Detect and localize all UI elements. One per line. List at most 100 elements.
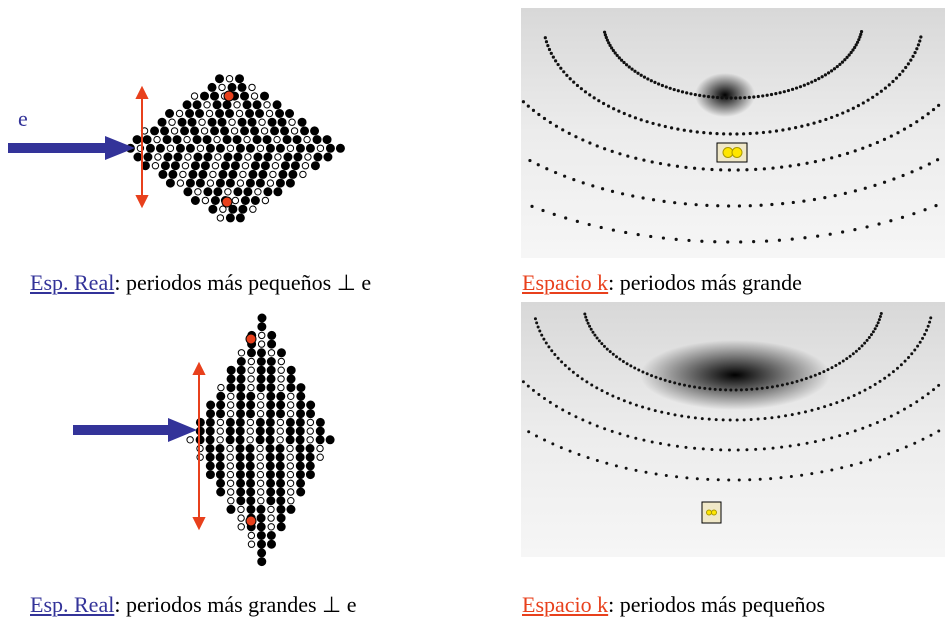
atom — [267, 358, 275, 366]
spot — [919, 35, 922, 38]
atom — [216, 179, 224, 187]
spot — [830, 468, 833, 471]
spot — [541, 209, 544, 212]
atom — [267, 479, 275, 487]
spot — [780, 446, 783, 449]
caption-link[interactable]: Espacio k — [522, 270, 608, 295]
atom — [247, 410, 255, 418]
atom — [248, 384, 254, 390]
atom — [268, 506, 274, 512]
spot — [928, 162, 931, 165]
spot — [626, 435, 629, 438]
spot — [850, 464, 853, 467]
spot — [617, 397, 620, 400]
atom — [251, 162, 259, 170]
atom — [237, 488, 245, 496]
spot — [583, 313, 586, 316]
atom — [287, 463, 293, 469]
atom — [237, 410, 245, 418]
spot — [604, 33, 607, 36]
spot — [710, 448, 713, 451]
atom — [293, 136, 301, 144]
spot — [653, 81, 656, 84]
spot — [788, 127, 791, 130]
atom — [288, 393, 294, 399]
atom — [297, 384, 305, 392]
spot — [597, 99, 600, 102]
spot — [919, 341, 922, 344]
spot — [791, 238, 794, 241]
spot — [901, 70, 904, 73]
spot — [719, 448, 722, 451]
atom — [297, 479, 305, 487]
atom — [194, 153, 202, 161]
atom — [247, 479, 255, 487]
atom — [284, 153, 292, 161]
caption-link[interactable]: Esp. Real — [30, 592, 114, 617]
spot — [611, 430, 614, 433]
spot — [640, 118, 643, 121]
spot — [729, 132, 732, 135]
spot — [752, 95, 755, 98]
atom — [237, 366, 245, 374]
caption-link[interactable]: Esp. Real — [30, 270, 114, 295]
spot — [600, 342, 603, 345]
atom — [336, 144, 344, 152]
atom — [277, 488, 285, 496]
atom — [229, 170, 237, 178]
caption-text: : periodos más pequeños — [608, 592, 825, 617]
spot — [869, 424, 872, 427]
beam-label: e — [18, 106, 28, 131]
spot — [928, 321, 931, 324]
atom — [174, 153, 182, 161]
atom — [191, 162, 199, 170]
spot — [745, 168, 748, 171]
spot — [795, 380, 798, 383]
spot — [702, 167, 705, 170]
spot — [878, 318, 881, 321]
caption-text: : periodos más pequeños ⊥ e — [114, 270, 371, 295]
atom — [307, 419, 313, 425]
atom — [216, 471, 224, 479]
atom — [246, 462, 254, 470]
spot — [770, 93, 773, 96]
atom — [227, 463, 233, 469]
atom — [266, 436, 274, 444]
atom — [248, 367, 254, 373]
caption-link[interactable]: Espacio k — [522, 592, 608, 617]
atom — [191, 197, 199, 205]
spot — [673, 88, 676, 91]
atom — [264, 102, 270, 108]
spot — [631, 194, 634, 197]
spot — [915, 47, 918, 50]
atom — [247, 419, 253, 425]
spot — [876, 421, 879, 424]
illustrations: e — [0, 0, 948, 628]
spot — [800, 125, 803, 128]
atom — [202, 197, 208, 203]
spot — [838, 362, 841, 365]
atom — [311, 162, 319, 170]
spot — [683, 384, 686, 387]
spot — [813, 198, 816, 201]
spot — [763, 167, 766, 170]
spot — [814, 374, 817, 377]
spot — [593, 96, 596, 99]
atom — [237, 392, 245, 400]
spot — [560, 446, 563, 449]
spot — [588, 325, 591, 328]
spot — [634, 116, 637, 119]
atom — [287, 480, 293, 486]
atom — [173, 136, 181, 144]
spot — [791, 413, 794, 416]
spot — [576, 84, 579, 87]
spot — [685, 476, 688, 479]
atom — [241, 92, 249, 100]
spot — [605, 462, 608, 465]
atom — [316, 436, 324, 444]
spot — [861, 344, 864, 347]
spot — [869, 386, 872, 389]
spot — [888, 83, 891, 86]
spot — [936, 158, 939, 161]
atom — [257, 445, 263, 451]
